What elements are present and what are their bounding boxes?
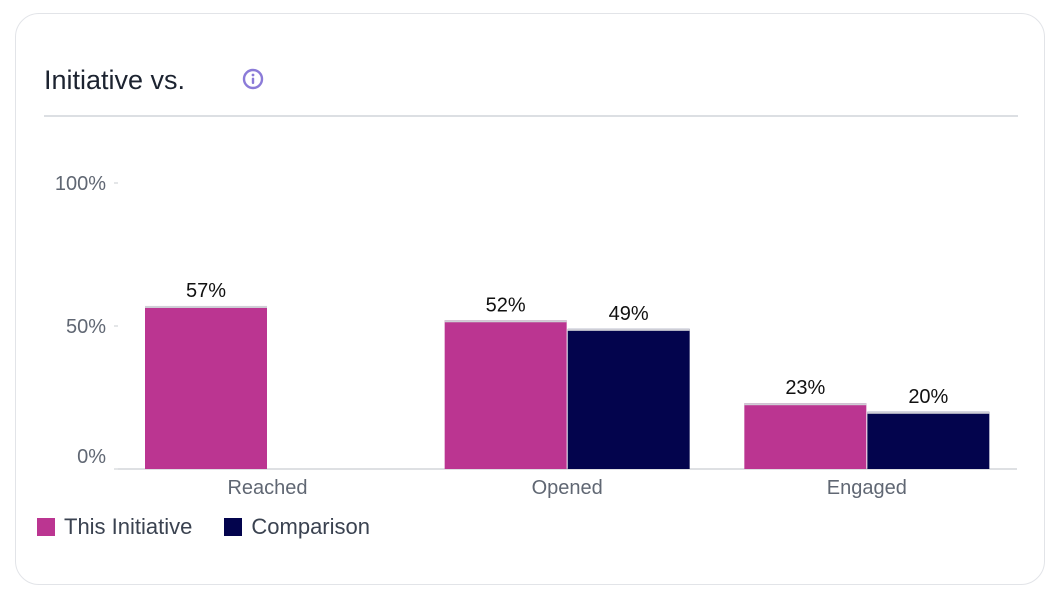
- data-label-comparison-engaged: 20%: [908, 386, 948, 408]
- legend-swatch-comparison: [224, 518, 243, 536]
- legend-label-this-initiative: This Initiative: [64, 514, 193, 539]
- info-icon[interactable]: [242, 68, 264, 90]
- y-tick-label-50: 50%: [66, 316, 106, 338]
- legend-swatch-this-initiative: [37, 518, 55, 536]
- bar-comparison-engaged: [867, 411, 990, 469]
- bar-this-initiative-reached: [145, 305, 267, 469]
- legend-item-comparison[interactable]: Comparison: [224, 514, 370, 540]
- bar-cap-this-initiative-engaged: [744, 403, 867, 406]
- bar-this-initiative-engaged: [744, 403, 867, 469]
- bar-this-initiative-opened: [444, 320, 567, 469]
- bar-cap-comparison-engaged: [867, 411, 990, 414]
- x-tick-label-engaged: Engaged: [827, 477, 907, 499]
- bar-cap-comparison-opened: [567, 328, 690, 331]
- legend-item-this-initiative[interactable]: This Initiative: [37, 514, 192, 540]
- x-tick-label-opened: Opened: [532, 477, 603, 499]
- legend: This Initiative Comparison: [37, 514, 402, 540]
- bar-cap-this-initiative-reached: [145, 305, 267, 308]
- legend-label-comparison: Comparison: [251, 514, 370, 539]
- x-tick-label-reached: Reached: [227, 477, 307, 499]
- y-tick-label-100: 100%: [55, 173, 106, 195]
- title-divider: [44, 115, 1018, 117]
- bar-cap-this-initiative-opened: [444, 320, 567, 323]
- chart-card: Initiative vs.: [15, 13, 1045, 585]
- data-label-this-initiative-opened: 52%: [486, 294, 526, 316]
- data-label-this-initiative-reached: 57%: [186, 280, 226, 302]
- y-tick-label-0: 0%: [77, 446, 106, 468]
- data-label-comparison-opened: 49%: [609, 303, 649, 325]
- data-label-this-initiative-engaged: 23%: [785, 377, 825, 399]
- card-title: Initiative vs.: [44, 65, 186, 95]
- bar-comparison-opened: [567, 328, 690, 469]
